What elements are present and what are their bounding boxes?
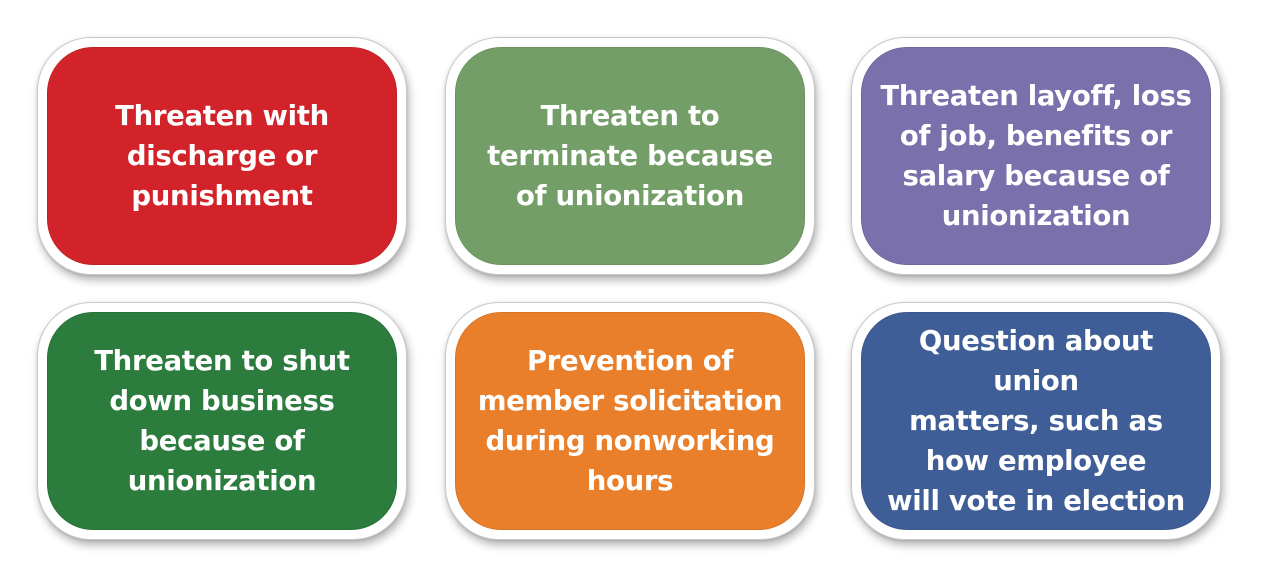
box-4: Threaten to shut down business because o…	[47, 312, 397, 530]
box-1-text: Threaten with discharge or punishment	[115, 96, 329, 216]
box-4-text: Threaten to shut down business because o…	[94, 341, 350, 501]
box-1-frame: Threaten with discharge or punishment	[37, 37, 407, 275]
box-2: Threaten to terminate because of unioniz…	[455, 47, 805, 265]
box-1-line-3: punishment	[131, 180, 313, 212]
box-3: Threaten layoff, loss of job, benefits o…	[861, 47, 1211, 265]
box-2-line-1: Threaten to	[540, 100, 720, 132]
box-5-line-3: during nonworking	[485, 425, 775, 457]
box-4-frame: Threaten to shut down business because o…	[37, 302, 407, 540]
box-4-line-2: down business	[109, 385, 335, 417]
box-6-line-3: how employee	[925, 445, 1147, 477]
box-2-line-2: terminate because	[487, 140, 773, 172]
box-4-line-4: unionization	[127, 465, 317, 497]
box-6: Question about union matters, such as ho…	[861, 312, 1211, 530]
box-3-text: Threaten layoff, loss of job, benefits o…	[880, 76, 1192, 236]
box-5-text: Prevention of member solicitation during…	[477, 341, 783, 501]
box-3-frame: Threaten layoff, loss of job, benefits o…	[851, 37, 1221, 275]
box-4-line-3: because of	[139, 425, 305, 457]
box-6-line-1: Question about union	[918, 325, 1154, 397]
box-6-text: Question about union matters, such as ho…	[875, 321, 1197, 521]
box-1-line-1: Threaten with	[115, 100, 329, 132]
box-2-line-3: of unionization	[515, 180, 744, 212]
box-6-frame: Question about union matters, such as ho…	[851, 302, 1221, 540]
box-5-line-4: hours	[586, 465, 674, 497]
box-5-frame: Prevention of member solicitation during…	[445, 302, 815, 540]
box-6-line-4: will vote in election	[887, 485, 1185, 517]
box-3-line-2: of job, benefits or	[899, 120, 1173, 152]
box-2-frame: Threaten to terminate because of unioniz…	[445, 37, 815, 275]
box-4-line-1: Threaten to shut	[94, 345, 350, 377]
box-1: Threaten with discharge or punishment	[47, 47, 397, 265]
box-5-line-1: Prevention of	[526, 345, 734, 377]
box-2-text: Threaten to terminate because of unioniz…	[487, 96, 773, 216]
box-3-line-4: unionization	[941, 200, 1131, 232]
box-5: Prevention of member solicitation during…	[455, 312, 805, 530]
box-5-line-2: member solicitation	[477, 385, 783, 417]
box-3-line-3: salary because of	[902, 160, 1170, 192]
box-3-line-1: Threaten layoff, loss	[880, 80, 1192, 112]
box-1-line-2: discharge or	[126, 140, 318, 172]
box-6-line-2: matters, such as	[909, 405, 1163, 437]
